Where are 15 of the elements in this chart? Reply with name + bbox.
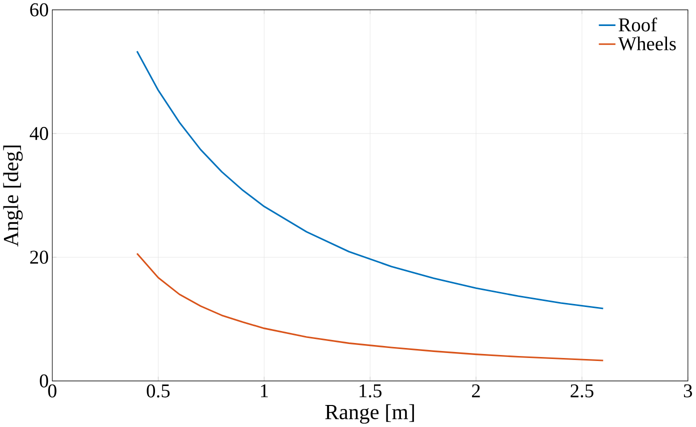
line-series <box>136 50 604 310</box>
y-tick-label: 60 <box>30 3 48 16</box>
y-tick-label: 40 <box>30 126 48 140</box>
legend-label: Wheels <box>618 36 676 50</box>
y-axis-title: Angle [deg] <box>3 146 23 247</box>
legend-label: Roof <box>618 18 658 32</box>
x-tick-label: 2.5 <box>570 384 594 398</box>
x-tick-label: 1 <box>260 384 268 398</box>
x-axis-title: Range [m] <box>325 404 414 424</box>
x-tick-label: 1.5 <box>360 384 382 398</box>
y-tick-label: 20 <box>30 250 48 264</box>
x-tick-label: 0.5 <box>146 384 170 398</box>
x-tick-label: 3 <box>684 384 692 398</box>
y-tick-label: 0 <box>40 374 48 388</box>
x-tick-label: 2 <box>472 384 480 398</box>
